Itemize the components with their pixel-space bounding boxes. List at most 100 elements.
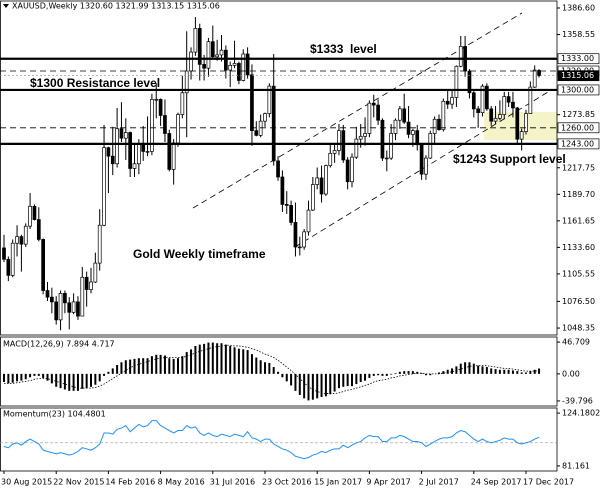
- x-tick-label: 9 Apr 2017: [366, 478, 410, 487]
- macd-signal: [4, 344, 540, 394]
- y-tick-label: 1048.35: [562, 324, 595, 333]
- price-level-box: [557, 84, 600, 96]
- price-level-label: 1315.06: [561, 71, 594, 80]
- y-tick-label: 1386.60: [562, 4, 595, 13]
- channel-upper: [192, 12, 523, 209]
- candle-body: [411, 130, 415, 135]
- candle-body: [471, 92, 476, 110]
- candle-body: [228, 64, 233, 71]
- candle-body: [150, 99, 154, 152]
- candle-body: [428, 133, 433, 159]
- price-level-box: [557, 53, 600, 65]
- candle-body: [145, 151, 150, 153]
- annotation: $1300 Resistance level: [30, 76, 160, 90]
- candle-body: [254, 130, 259, 136]
- candle-body: [467, 70, 472, 94]
- candle-body: [219, 49, 224, 56]
- candle-body: [110, 155, 115, 165]
- x-tick-label: 8 May 2016: [158, 478, 205, 487]
- candle-body: [89, 281, 93, 290]
- candle-body: [415, 130, 420, 146]
- price-level-box: [557, 70, 600, 82]
- candle-body: [441, 100, 446, 131]
- candle-body: [376, 104, 380, 121]
- candle-body: [367, 102, 372, 134]
- candle-body: [97, 224, 102, 264]
- candle-body: [519, 131, 524, 140]
- candle-body: [106, 147, 111, 157]
- candle-body: [389, 133, 393, 159]
- candle-body: [515, 107, 520, 140]
- candle-body: [258, 120, 263, 136]
- candle-body: [489, 108, 494, 122]
- menu-icon[interactable]: [3, 4, 9, 8]
- annotation: $1243 Support level: [453, 152, 566, 166]
- candle-body: [276, 160, 280, 178]
- candle-body: [63, 293, 67, 304]
- candle-body: [45, 290, 50, 298]
- candle-body: [41, 239, 46, 291]
- candle-body: [241, 53, 246, 81]
- candle-body: [511, 101, 515, 109]
- candle-body: [328, 152, 333, 166]
- candle-body: [528, 86, 533, 114]
- candle-body: [119, 128, 124, 139]
- x-tick-label: 31 Jul 2016: [210, 478, 255, 487]
- candle-body: [49, 296, 54, 303]
- x-tick-label: 17 Dec 2017: [523, 478, 574, 487]
- price-level-label: 1243.00: [561, 139, 594, 148]
- y-tick-label: 1358.55: [562, 30, 595, 39]
- candle-body: [84, 276, 89, 290]
- candle-body: [250, 74, 254, 131]
- candle-body: [132, 163, 137, 169]
- candle-body: [58, 293, 63, 321]
- panel-frame: [0, 407, 558, 472]
- candle-body: [137, 143, 141, 165]
- candle-body: [315, 177, 320, 185]
- candle-body: [350, 156, 354, 183]
- candle-body: [23, 225, 28, 245]
- candle-body: [371, 102, 376, 106]
- candle-body: [380, 119, 385, 159]
- candle-body: [450, 97, 454, 105]
- candle-body: [419, 144, 424, 175]
- candle-body: [54, 301, 59, 321]
- candle-body: [76, 301, 80, 317]
- candle-body: [280, 176, 285, 205]
- candle-body: [341, 130, 346, 161]
- candle-body: [319, 177, 324, 195]
- candle-body: [93, 262, 98, 283]
- candle-body: [311, 184, 315, 211]
- candle-body: [532, 69, 537, 88]
- x-tick-label: 24 Sep 2017: [471, 478, 522, 487]
- candle-body: [184, 70, 189, 94]
- candle-body: [284, 204, 289, 206]
- candle-body: [432, 118, 437, 134]
- candle-body: [445, 100, 450, 105]
- x-tick-label: 14 Feb 2016: [105, 478, 155, 487]
- x-tick-label: 2 Jul 2017: [419, 478, 459, 487]
- price-level-label: 1333.00: [561, 54, 594, 63]
- candle-body: [324, 165, 328, 195]
- candle-body: [398, 108, 402, 121]
- candle-body: [437, 118, 441, 131]
- candle-body: [180, 92, 185, 115]
- y-tick-label: 1273.85: [562, 110, 595, 119]
- candle-body: [80, 276, 85, 317]
- x-tick-label: 23 Oct 2016: [262, 478, 311, 487]
- candle-body: [6, 258, 11, 276]
- candle-body: [363, 133, 367, 137]
- candle-body: [263, 113, 267, 122]
- candle-body: [141, 143, 146, 152]
- candle-body: [189, 51, 193, 72]
- candle-body: [476, 108, 480, 113]
- candle-body: [36, 219, 41, 240]
- candle-body: [458, 46, 463, 67]
- y-tick-label: 46.709: [562, 338, 590, 347]
- candle-body: [402, 108, 407, 123]
- x-tick-label: 22 Nov 2015: [53, 478, 104, 487]
- price-level-box: [557, 122, 600, 134]
- candle-body: [502, 96, 507, 115]
- candle-body: [71, 301, 76, 313]
